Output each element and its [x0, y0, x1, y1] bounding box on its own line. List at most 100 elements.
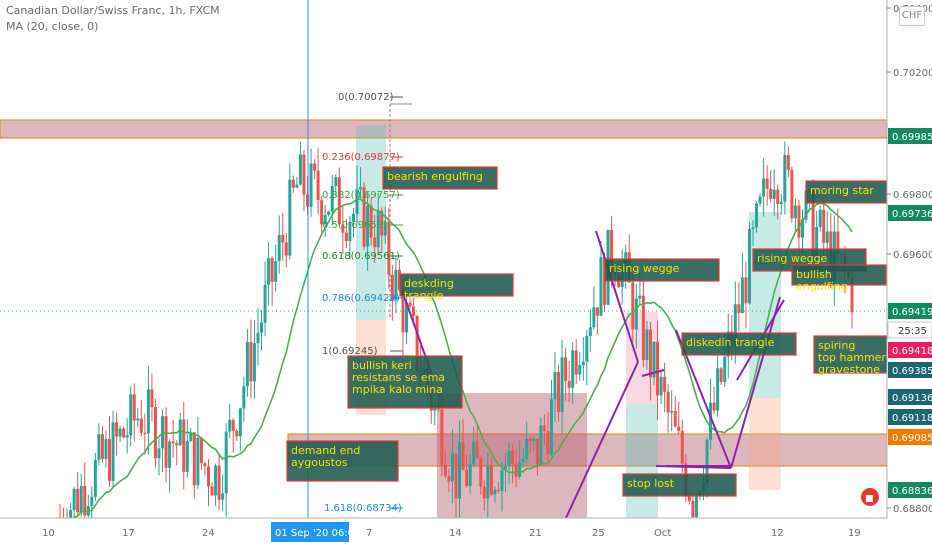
candle-body	[369, 205, 373, 238]
candle-body	[610, 229, 614, 273]
candle-body	[334, 177, 338, 186]
candle-body	[373, 237, 377, 248]
time-axis[interactable]	[0, 518, 887, 550]
x-tick-label: 19	[848, 528, 861, 539]
candle-body	[192, 432, 196, 486]
candle-body	[235, 430, 239, 437]
annotation-label: top hammer	[818, 351, 886, 364]
annotation-box[interactable]	[604, 258, 720, 282]
candle-body	[104, 439, 108, 459]
candle-body	[93, 459, 97, 497]
candle-body	[599, 257, 603, 316]
annotation-box[interactable]	[382, 166, 498, 190]
candle-body	[224, 431, 228, 494]
price-badge-label: 0.69085	[892, 433, 932, 444]
trend-line	[595, 230, 639, 363]
x-tick-label: 10	[42, 528, 55, 539]
annotation-box[interactable]	[813, 335, 888, 374]
price-badge-label: 0.69985	[892, 132, 932, 143]
candle-body	[574, 350, 578, 375]
candle-body	[666, 391, 670, 413]
price-badge-label: 0.69118	[892, 413, 932, 424]
price-axis[interactable]	[887, 0, 932, 550]
annotation-label: gravestone	[818, 363, 880, 376]
candle-body	[585, 336, 589, 362]
candle-body	[309, 163, 313, 207]
candle-body	[270, 258, 274, 282]
candle-body	[90, 496, 94, 507]
candle-body	[790, 169, 794, 219]
annotation-label: engulfing	[796, 280, 848, 293]
price-badge-label: 0.69736	[892, 209, 932, 220]
y-tick-label: 0.70200	[893, 68, 932, 79]
annotation-box[interactable]	[681, 332, 797, 356]
candle-body	[383, 221, 387, 236]
candle-body	[344, 232, 348, 242]
annotation-box[interactable]	[399, 273, 514, 297]
candle-body	[776, 189, 780, 204]
candle-body	[755, 203, 759, 228]
candle-body	[284, 242, 288, 256]
countdown-badge	[887, 321, 932, 339]
candle-body	[532, 438, 536, 442]
candle-body	[581, 361, 585, 366]
annotation-box[interactable]	[286, 440, 399, 482]
price-zone	[0, 119, 888, 139]
candle-body	[793, 205, 797, 219]
annotation-box[interactable]	[347, 355, 463, 409]
candle-body	[228, 419, 232, 432]
fib-level-label: 0.786(0.69422)	[322, 293, 400, 304]
candle-body	[281, 234, 285, 243]
candle-body	[663, 376, 667, 392]
candle-body	[189, 432, 193, 441]
annotation-label: spiring	[818, 339, 855, 352]
candle-body	[199, 437, 203, 464]
currency-button[interactable]: CHF	[899, 6, 925, 26]
annotation-label: deskding	[404, 277, 454, 290]
candle-body	[571, 350, 575, 388]
y-tick-label: 0.69600	[893, 250, 932, 261]
candle-body	[443, 464, 447, 476]
flag-icon[interactable]	[861, 488, 879, 506]
candle-body	[486, 465, 490, 499]
candle-body	[203, 463, 207, 467]
price-badge	[888, 409, 932, 425]
candle-body	[111, 422, 115, 481]
candle-body	[801, 219, 804, 238]
annotation-label: bullish keri	[352, 359, 412, 372]
fib-level-label: 0.618(0.69561)	[322, 251, 400, 262]
price-badge	[888, 429, 932, 445]
candle-body	[238, 408, 242, 437]
annotation-box[interactable]	[791, 264, 887, 286]
candle-body	[475, 441, 479, 459]
candle-body	[412, 306, 416, 316]
candle-body	[217, 465, 221, 500]
price-badge	[888, 303, 932, 319]
candle-body	[783, 155, 787, 202]
candle-body	[387, 221, 391, 275]
x-tick-label: 24	[202, 528, 215, 539]
candle-body	[772, 189, 776, 199]
annotation-box[interactable]	[622, 473, 737, 497]
candle-body	[242, 386, 246, 409]
candle-body	[751, 227, 755, 230]
candle-body	[769, 188, 773, 199]
candle-body	[836, 231, 840, 255]
candle-body	[256, 332, 260, 344]
candle-body	[641, 295, 645, 360]
candle-body	[97, 434, 101, 460]
price-badge-label: 0.69136	[892, 393, 932, 404]
candle-body	[815, 227, 819, 256]
candle-body	[136, 418, 140, 421]
candle-body	[592, 307, 596, 328]
fib-level-label: 0.382(0.69757)	[322, 190, 400, 201]
annotation-label: trangle	[404, 289, 444, 302]
candle-body	[351, 213, 355, 222]
candle-body	[185, 440, 189, 472]
candle-body	[150, 389, 154, 408]
x-tick-label: Oct	[654, 528, 671, 539]
candle-body	[108, 439, 111, 481]
candle-body	[567, 380, 571, 388]
